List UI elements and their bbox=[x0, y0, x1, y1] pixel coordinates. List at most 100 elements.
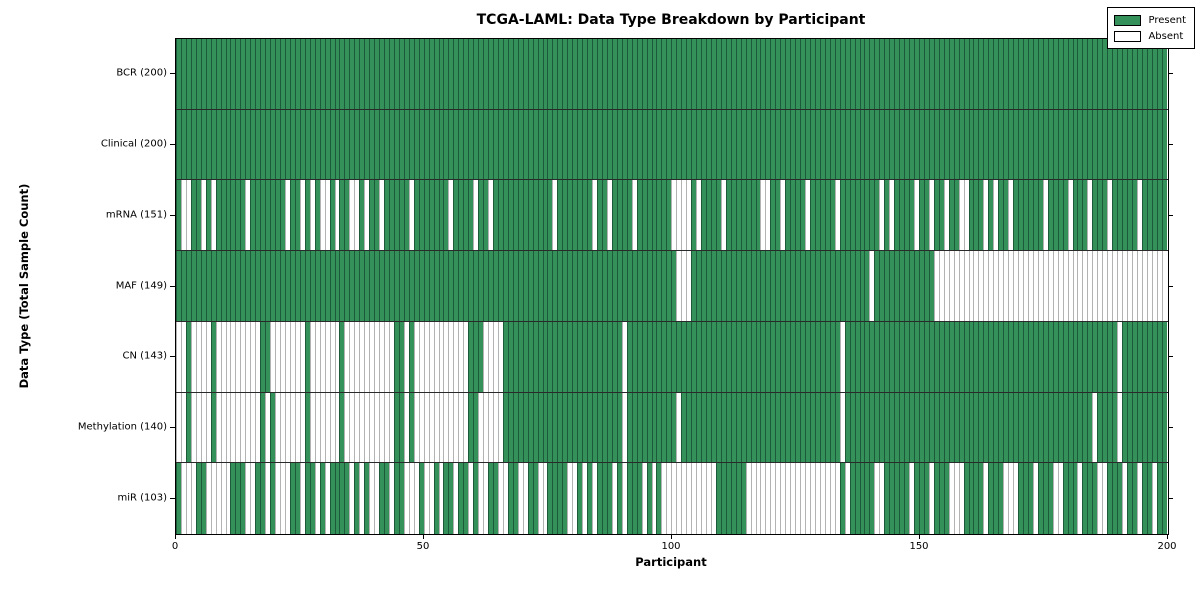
heatmap-cell bbox=[309, 180, 315, 251]
heatmap-cell bbox=[458, 321, 464, 392]
heatmap-cell bbox=[220, 392, 226, 463]
heatmap-cell bbox=[1077, 251, 1083, 321]
heatmap-cell bbox=[547, 392, 553, 463]
heatmap-cell bbox=[522, 39, 528, 109]
heatmap-cell bbox=[1146, 321, 1152, 392]
heatmap-cell bbox=[220, 251, 226, 321]
heatmap-cell bbox=[676, 321, 682, 392]
heatmap-cell bbox=[294, 180, 300, 251]
heatmap-cell bbox=[379, 321, 385, 392]
heatmap-cell bbox=[691, 180, 697, 251]
heatmap-cell bbox=[483, 251, 489, 321]
heatmap-cell bbox=[562, 321, 568, 392]
heatmap-cell bbox=[1003, 463, 1009, 534]
heatmap-cell bbox=[314, 321, 320, 392]
heatmap-cell bbox=[334, 180, 340, 251]
heatmap-cell bbox=[879, 251, 885, 321]
heatmap-cell bbox=[225, 39, 231, 109]
heatmap-cell bbox=[334, 321, 340, 392]
heatmap-cell bbox=[819, 321, 825, 392]
heatmap-cell bbox=[834, 392, 840, 463]
heatmap-cell bbox=[973, 392, 979, 463]
heatmap-cell bbox=[478, 392, 484, 463]
heatmap-cell bbox=[790, 39, 796, 109]
heatmap-cell bbox=[582, 180, 588, 251]
heatmap-cell bbox=[993, 392, 999, 463]
heatmap-cell bbox=[572, 392, 578, 463]
heatmap-cell bbox=[329, 109, 335, 180]
heatmap-cell bbox=[280, 251, 285, 321]
y-tick-mark bbox=[1168, 497, 1173, 499]
heatmap-cell bbox=[814, 180, 820, 251]
heatmap-cell bbox=[676, 251, 682, 321]
heatmap-cell bbox=[369, 109, 375, 180]
heatmap-cell bbox=[1022, 180, 1028, 251]
heatmap-cell bbox=[983, 39, 989, 109]
heatmap-cell bbox=[621, 321, 627, 392]
heatmap-cell bbox=[260, 109, 266, 180]
heatmap-cell bbox=[943, 39, 949, 109]
heatmap-cell bbox=[587, 251, 593, 321]
heatmap-cell bbox=[512, 180, 518, 251]
heatmap-cell bbox=[844, 39, 850, 109]
heatmap-cell bbox=[438, 463, 444, 534]
y-tick-label-cn: CN (143) bbox=[122, 350, 167, 362]
heatmap-cell bbox=[542, 39, 548, 109]
heatmap-cell bbox=[319, 180, 325, 251]
heatmap-cell bbox=[418, 463, 424, 534]
heatmap-cell bbox=[839, 251, 845, 321]
heatmap-cell bbox=[958, 251, 964, 321]
heatmap-cell bbox=[418, 392, 424, 463]
heatmap-cell bbox=[364, 180, 370, 251]
x-tick-label: 100 bbox=[661, 541, 681, 552]
heatmap-cell bbox=[621, 109, 627, 180]
heatmap-cell bbox=[408, 109, 414, 180]
heatmap-cell bbox=[185, 39, 191, 109]
heatmap-cell bbox=[1082, 251, 1088, 321]
heatmap-cell bbox=[686, 180, 692, 251]
heatmap-cell bbox=[611, 463, 617, 534]
heatmap-cell bbox=[755, 180, 761, 251]
heatmap-cell bbox=[785, 463, 791, 534]
heatmap-cell bbox=[180, 251, 186, 321]
heatmap-cell bbox=[507, 39, 513, 109]
heatmap-cell bbox=[597, 392, 602, 463]
heatmap-cell bbox=[973, 463, 979, 534]
heatmap-cell bbox=[725, 180, 731, 251]
heatmap-cell bbox=[1107, 463, 1113, 534]
heatmap-cell bbox=[780, 39, 786, 109]
heatmap-cell bbox=[275, 463, 281, 534]
heatmap-cell bbox=[453, 180, 459, 251]
heatmap-cell bbox=[339, 180, 345, 251]
heatmap-cell bbox=[909, 39, 915, 109]
heatmap-cell bbox=[180, 463, 186, 534]
y-tick-mark bbox=[1168, 144, 1173, 146]
heatmap-cell bbox=[1131, 463, 1137, 534]
chart-title: TCGA-LAML: Data Type Breakdown by Partic… bbox=[476, 12, 866, 28]
heatmap-cell bbox=[215, 321, 221, 392]
heatmap-cell bbox=[210, 109, 216, 180]
heatmap-cell bbox=[1141, 392, 1147, 463]
heatmap-cell bbox=[651, 392, 657, 463]
heatmap-cell bbox=[483, 321, 489, 392]
heatmap-cell bbox=[800, 463, 806, 534]
heatmap-cell bbox=[626, 251, 632, 321]
heatmap-cell bbox=[443, 180, 449, 251]
heatmap-cell bbox=[597, 463, 602, 534]
heatmap-cell bbox=[696, 321, 702, 392]
heatmap-cell bbox=[626, 180, 632, 251]
heatmap-cell bbox=[869, 321, 875, 392]
heatmap-cell bbox=[745, 180, 751, 251]
heatmap-cell bbox=[1082, 39, 1088, 109]
heatmap-cell bbox=[552, 392, 558, 463]
heatmap-cell bbox=[829, 39, 835, 109]
heatmap-cell bbox=[948, 180, 954, 251]
heatmap-cell bbox=[354, 251, 360, 321]
heatmap-cell bbox=[1062, 109, 1068, 180]
heatmap-cell bbox=[1161, 463, 1167, 534]
heatmap-cell bbox=[879, 109, 885, 180]
heatmap-cell bbox=[1027, 180, 1033, 251]
heatmap-cell bbox=[1032, 463, 1038, 534]
heatmap-cell bbox=[745, 39, 751, 109]
heatmap-cell bbox=[567, 321, 573, 392]
